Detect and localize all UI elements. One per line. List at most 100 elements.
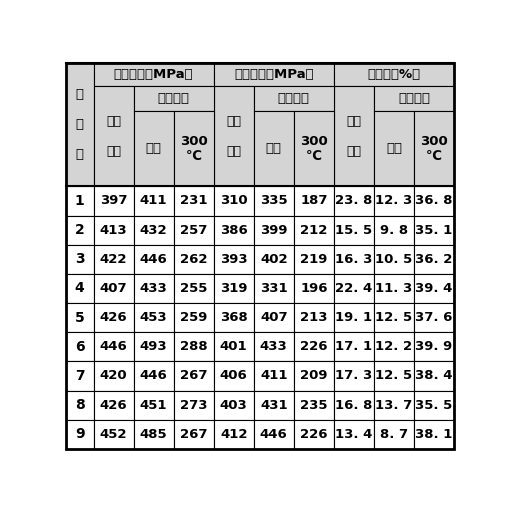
Bar (374, 187, 414, 215)
Bar (214, 245, 254, 274)
Bar (334, 86, 374, 187)
Bar (66, 63, 94, 187)
Text: 397: 397 (100, 195, 127, 207)
Text: 时效处理: 时效处理 (278, 92, 310, 105)
Bar (374, 332, 414, 361)
Bar (94, 245, 134, 274)
Bar (134, 111, 174, 187)
Text: 延伸率（%）: 延伸率（%） (368, 68, 420, 81)
Bar (254, 420, 294, 449)
Bar (374, 390, 414, 420)
Text: 16. 8: 16. 8 (335, 399, 373, 412)
Text: 9: 9 (75, 427, 85, 441)
Text: 3: 3 (75, 252, 85, 266)
Text: 室温: 室温 (266, 142, 282, 155)
Bar (174, 390, 214, 420)
Text: 19. 1: 19. 1 (335, 311, 373, 324)
Text: 426: 426 (100, 399, 127, 412)
Bar (94, 303, 134, 332)
Bar (214, 215, 254, 245)
Text: 262: 262 (180, 253, 207, 266)
Bar (254, 111, 294, 187)
Text: 219: 219 (300, 253, 328, 266)
Bar (94, 420, 134, 449)
Bar (254, 274, 294, 303)
Text: 10. 5: 10. 5 (375, 253, 413, 266)
Bar (294, 245, 334, 274)
Bar (334, 420, 374, 449)
Text: 407: 407 (260, 311, 287, 324)
Text: 411: 411 (140, 195, 167, 207)
Text: 196: 196 (300, 282, 328, 295)
Bar (254, 303, 294, 332)
Text: 37. 6: 37. 6 (415, 311, 453, 324)
Bar (66, 245, 94, 274)
Text: 17. 1: 17. 1 (335, 340, 373, 353)
Text: 335: 335 (260, 195, 287, 207)
Bar (374, 274, 414, 303)
Bar (334, 303, 374, 332)
Bar (374, 86, 454, 111)
Bar (414, 390, 454, 420)
Text: 15. 5: 15. 5 (335, 224, 373, 237)
Text: 407: 407 (100, 282, 127, 295)
Text: 300
℃: 300 ℃ (180, 135, 207, 163)
Text: 493: 493 (140, 340, 167, 353)
Text: 431: 431 (260, 399, 287, 412)
Bar (374, 361, 414, 390)
Text: 402: 402 (260, 253, 287, 266)
Bar (174, 245, 214, 274)
Text: 16. 3: 16. 3 (335, 253, 373, 266)
Text: 452: 452 (100, 428, 127, 441)
Bar (134, 215, 174, 245)
Text: 446: 446 (140, 253, 167, 266)
Text: 393: 393 (220, 253, 247, 266)
Bar (134, 390, 174, 420)
Text: 二次

挤压: 二次 挤压 (346, 115, 361, 158)
Bar (94, 274, 134, 303)
Text: 36. 2: 36. 2 (415, 253, 453, 266)
Bar (174, 303, 214, 332)
Text: 6: 6 (75, 340, 85, 354)
Text: 室温: 室温 (146, 142, 162, 155)
Bar (174, 332, 214, 361)
Text: 212: 212 (300, 224, 328, 237)
Text: 446: 446 (140, 370, 167, 382)
Bar (254, 245, 294, 274)
Bar (214, 303, 254, 332)
Text: 426: 426 (100, 311, 127, 324)
Text: 386: 386 (220, 224, 247, 237)
Bar (254, 187, 294, 215)
Bar (414, 187, 454, 215)
Text: 7: 7 (75, 369, 85, 383)
Text: 13. 7: 13. 7 (375, 399, 413, 412)
Bar (414, 215, 454, 245)
Bar (174, 111, 214, 187)
Bar (94, 187, 134, 215)
Text: 331: 331 (260, 282, 287, 295)
Text: 411: 411 (260, 370, 287, 382)
Text: 368: 368 (220, 311, 247, 324)
Bar (94, 86, 134, 187)
Bar (214, 390, 254, 420)
Text: 257: 257 (180, 224, 207, 237)
Bar (94, 332, 134, 361)
Bar (334, 361, 374, 390)
Bar (94, 215, 134, 245)
Bar (174, 274, 214, 303)
Text: 259: 259 (180, 311, 207, 324)
Bar (374, 303, 414, 332)
Bar (254, 361, 294, 390)
Bar (214, 332, 254, 361)
Bar (66, 390, 94, 420)
Bar (134, 86, 214, 111)
Text: 300
℃: 300 ℃ (420, 135, 448, 163)
Text: 1: 1 (75, 194, 85, 208)
Bar (134, 303, 174, 332)
Bar (214, 361, 254, 390)
Text: 310: 310 (220, 195, 247, 207)
Text: 12. 5: 12. 5 (375, 370, 413, 382)
Text: 38. 1: 38. 1 (415, 428, 453, 441)
Text: 399: 399 (260, 224, 287, 237)
Bar (66, 274, 94, 303)
